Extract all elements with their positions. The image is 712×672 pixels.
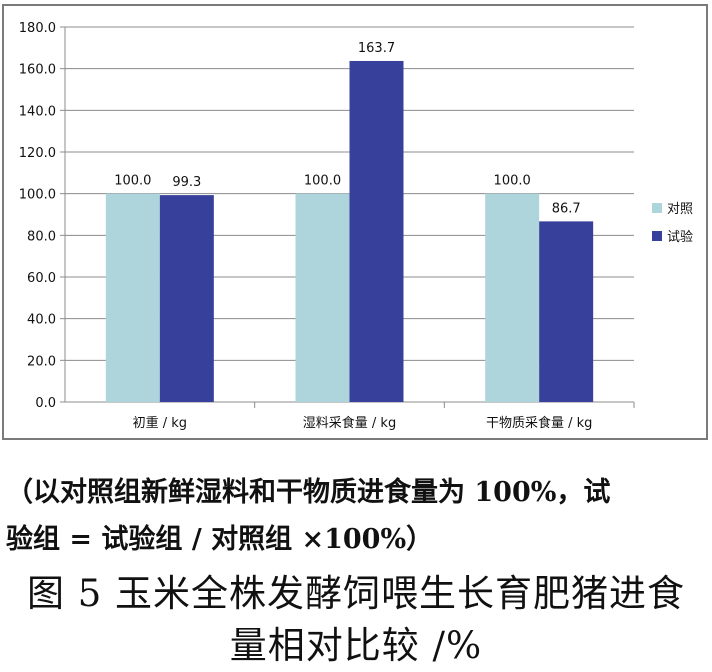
- y-tick-label: 20.0: [27, 354, 56, 369]
- legend-swatch: [652, 231, 662, 241]
- y-tick-label: 120.0: [19, 146, 56, 161]
- chart-note-line-1: （以对照组新鲜湿料和干物质进食量为 100%，试: [6, 477, 611, 508]
- legend-label: 对照: [667, 202, 693, 217]
- data-label: 100.0: [494, 174, 531, 189]
- y-tick-label: 100.0: [19, 188, 56, 203]
- y-tick-label: 140.0: [19, 104, 56, 119]
- bar-control: [485, 193, 540, 402]
- x-tick-label: 湿料采食量 / kg: [303, 415, 396, 431]
- bar-trial: [159, 195, 214, 402]
- data-label: 99.3: [172, 175, 201, 190]
- figure-caption-line-1: 图 5 玉米全株发酵饲喂生长育肥猪进食: [26, 572, 686, 615]
- data-label: 86.7: [552, 201, 581, 216]
- bar-trial: [539, 221, 594, 402]
- figure-caption-line-2: 量相对比较 /%: [229, 624, 483, 667]
- x-tick-label: 干物质采食量 / kg: [486, 415, 592, 431]
- bar-control: [105, 193, 160, 402]
- y-tick-label: 40.0: [27, 313, 56, 328]
- legend-swatch: [652, 203, 662, 213]
- data-label: 100.0: [114, 174, 151, 189]
- bar-chart: 0.0 20.0 40.0 60.0 80.0 100.0 120.0 140.0 160.0 1…: [19, 21, 693, 431]
- y-tick-label: 0.0: [35, 396, 56, 411]
- chart-frame: 0.0 20.0 40.0 60.0 80.0 100.0 120.0 140.0 160.0 1…: [2, 4, 708, 440]
- data-label: 100.0: [304, 174, 341, 189]
- bar-control: [295, 193, 350, 402]
- bar-trial: [349, 60, 404, 402]
- data-label: 163.7: [358, 41, 395, 56]
- y-tick-label: 60.0: [27, 271, 56, 286]
- y-tick-label: 160.0: [19, 63, 56, 78]
- legend-label: 试验: [667, 229, 693, 245]
- x-tick-label: 初重 / kg: [133, 415, 187, 431]
- y-tick-label: 180.0: [19, 21, 56, 36]
- y-tick-label: 80.0: [27, 229, 56, 244]
- chart-note-line-2: 验组 = 试验组 / 对照组 ×100%）: [6, 524, 434, 555]
